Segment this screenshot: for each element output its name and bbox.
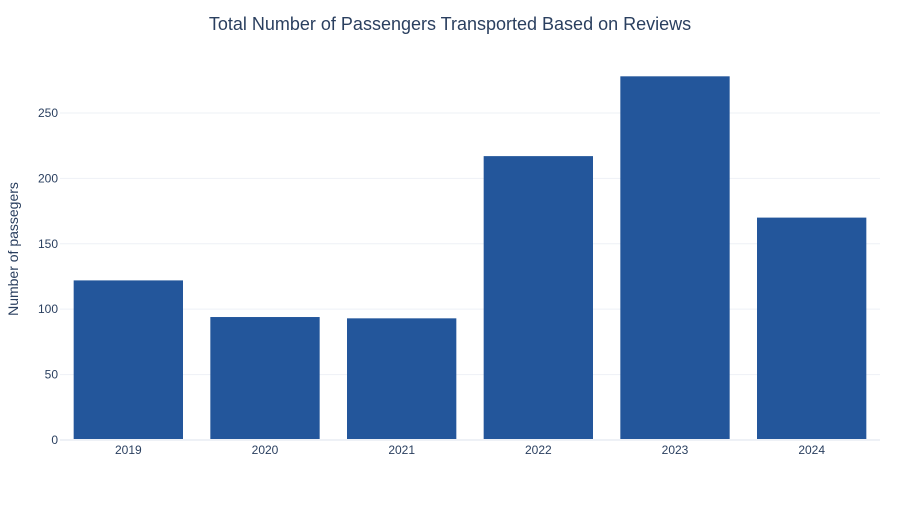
- bar-2022[interactable]: [483, 156, 593, 440]
- bar-2020[interactable]: [210, 317, 320, 440]
- y-tick-label: 150: [38, 237, 58, 251]
- bar-2021[interactable]: [347, 318, 457, 440]
- bar-2024[interactable]: [757, 217, 867, 440]
- grid-lines: [60, 112, 880, 376]
- bar-2023[interactable]: [620, 76, 730, 441]
- y-axis-ticks: 0 50 100 150 200 250: [38, 106, 58, 447]
- x-tick-label: 2022: [525, 443, 552, 457]
- bar-2019[interactable]: [73, 280, 183, 440]
- y-axis-label: Number of passegers: [5, 182, 21, 316]
- y-tick-label: 200: [38, 171, 58, 185]
- y-tick-label: 0: [51, 433, 58, 447]
- x-tick-label: 2020: [252, 443, 279, 457]
- x-tick-label: 2023: [662, 443, 689, 457]
- x-axis-ticks: 2019 2020 2021 2022 2023 2024: [115, 443, 825, 457]
- x-tick-label: 2021: [388, 443, 415, 457]
- y-tick-label: 250: [38, 106, 58, 120]
- y-tick-label: 50: [45, 368, 59, 382]
- x-tick-label: 2019: [115, 443, 142, 457]
- bars: [73, 76, 867, 441]
- x-tick-label: 2024: [798, 443, 825, 457]
- y-tick-label: 100: [38, 302, 58, 316]
- chart-title: Total Number of Passengers Transported B…: [209, 14, 691, 34]
